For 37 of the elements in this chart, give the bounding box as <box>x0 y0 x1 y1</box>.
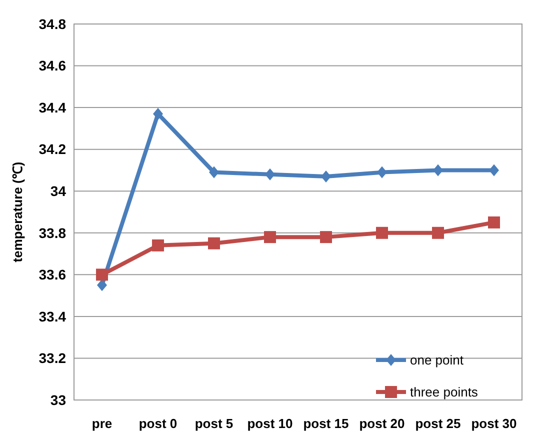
y-tick-label: 34.8 <box>38 16 66 32</box>
x-tick-label: post 0 <box>138 416 178 431</box>
y-axis-title: temperature (℃) <box>10 162 25 262</box>
point <box>488 216 500 228</box>
point <box>96 268 108 281</box>
x-tick-label: post 30 <box>471 416 517 431</box>
point <box>97 279 107 292</box>
point <box>265 168 275 180</box>
y-tick-label: 34.4 <box>38 99 66 116</box>
point <box>321 170 331 182</box>
point <box>264 231 276 244</box>
y-tick-label: 33.8 <box>38 224 66 241</box>
point <box>489 164 499 176</box>
point <box>320 231 332 244</box>
x-tick-label: post 5 <box>194 416 234 431</box>
point <box>152 239 164 252</box>
point <box>377 166 387 178</box>
x-tick-label: post 15 <box>303 416 349 431</box>
x-tick-label: post 25 <box>415 416 461 431</box>
y-tick-label: 34.6 <box>38 58 66 74</box>
x-tick-label: pre <box>92 416 112 431</box>
point <box>209 166 219 178</box>
x-tick-label: post 10 <box>247 416 293 431</box>
point <box>433 164 443 176</box>
legend-label: one point <box>410 352 464 368</box>
y-tick-label: 33.2 <box>38 350 66 366</box>
y-tick-label: 33.6 <box>38 266 66 283</box>
legend-label: three points <box>410 384 478 400</box>
point <box>208 237 220 250</box>
point <box>432 226 444 239</box>
point <box>376 226 388 239</box>
x-tick-label: post 20 <box>359 416 405 431</box>
y-tick-label: 33.4 <box>38 308 66 324</box>
y-tick-label: 33 <box>50 392 66 408</box>
point <box>153 108 163 120</box>
y-tick-label: 34.2 <box>38 141 66 158</box>
y-tick-label: 34 <box>50 183 66 200</box>
